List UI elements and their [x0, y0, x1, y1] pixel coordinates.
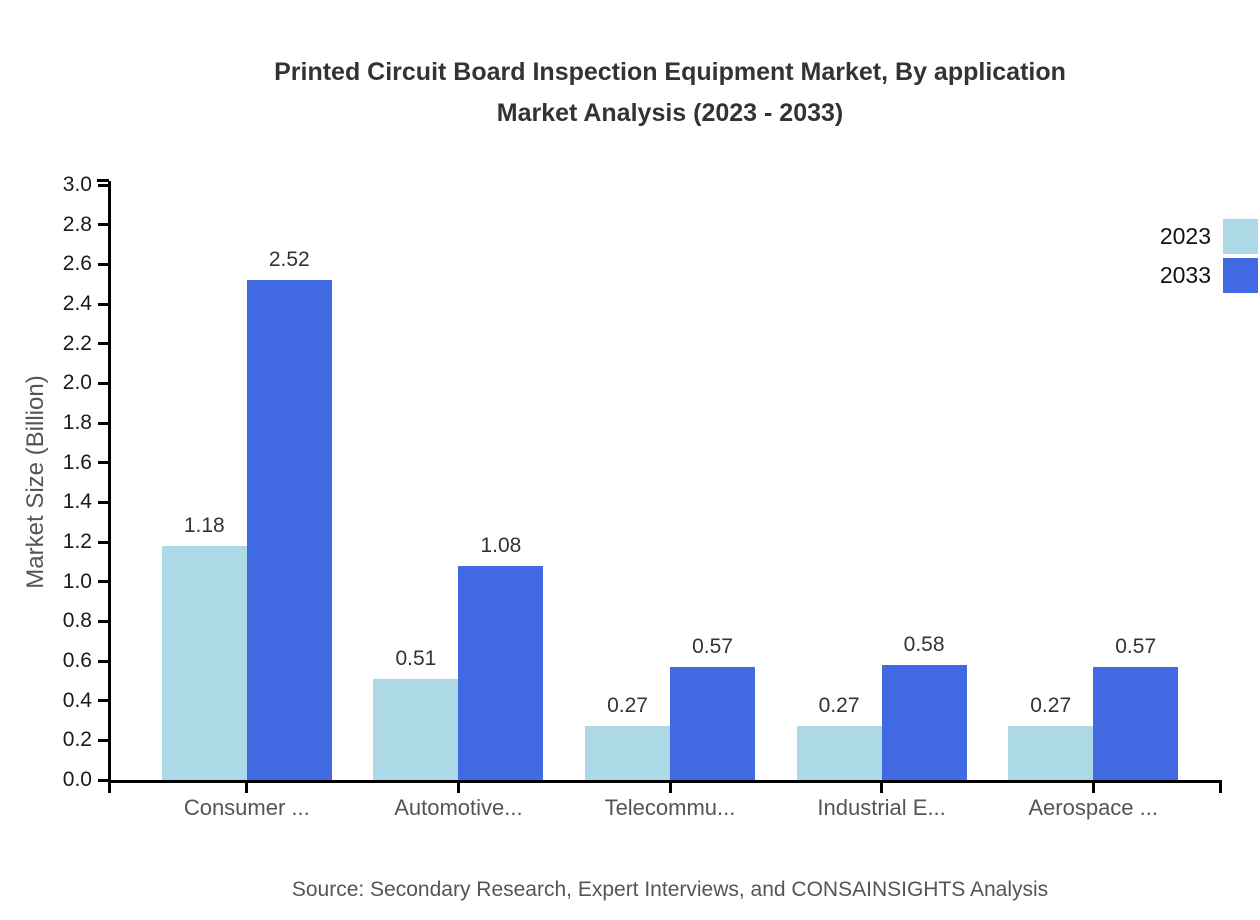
- bar-value-label: 0.51: [395, 646, 437, 670]
- y-axis-tick: [98, 738, 110, 742]
- y-axis-tick: [98, 659, 110, 663]
- bar-2023-1: [161, 545, 247, 780]
- x-axis-tick: [1091, 780, 1095, 793]
- y-axis-tick: [98, 183, 110, 187]
- y-axis-tick: [98, 262, 110, 266]
- y-axis-tick: [98, 421, 110, 425]
- y-axis-spine: [108, 181, 111, 793]
- x-axis-spine: [108, 780, 1222, 783]
- bar-value-label: 0.57: [692, 634, 733, 658]
- y-axis-tick-label: 2.4: [62, 292, 92, 315]
- category-label: Consumer ...: [183, 795, 310, 820]
- y-axis-tick-label: 0.8: [62, 609, 92, 633]
- y-axis-tick-label: 0.0: [62, 768, 92, 791]
- x-axis-tick: [880, 780, 884, 793]
- y-axis-tick: [98, 223, 110, 227]
- bar-2023-3: [585, 726, 670, 780]
- bar-2023-2: [373, 678, 459, 780]
- bar-value-label: 1.08: [480, 533, 522, 557]
- bar-value-label: 0.27: [1030, 694, 1072, 718]
- category-label: Automotive...: [394, 795, 523, 820]
- category-label: Aerospace ...: [1028, 795, 1158, 820]
- bar-value-label: 2.52: [268, 248, 310, 272]
- y-axis-tick-label: 0.6: [62, 649, 92, 672]
- y-axis-title: Market Size (Billion): [22, 375, 49, 589]
- legend-swatch: [1223, 219, 1258, 254]
- y-axis-end-cap: [97, 179, 109, 182]
- y-axis-tick: [98, 580, 110, 584]
- y-axis-tick: [98, 302, 110, 306]
- y-axis-tick-label: 1.6: [62, 450, 92, 474]
- y-axis-tick-label: 3.0: [62, 173, 92, 196]
- chart-title-line1: Printed Circuit Board Inspection Equipme…: [274, 58, 1066, 86]
- bar-2023-5: [1008, 726, 1094, 780]
- category-label: Industrial E...: [817, 795, 946, 820]
- bar-value-label: 0.27: [818, 694, 860, 718]
- legend-label: 2033: [1159, 262, 1211, 288]
- x-axis-tick: [456, 780, 460, 793]
- y-axis-tick-label: 1.2: [62, 530, 92, 553]
- y-axis-tick-label: 2.6: [62, 252, 92, 276]
- bar-2033-4: [881, 664, 967, 780]
- y-axis-tick-label: 2.0: [62, 371, 92, 395]
- x-axis-tick: [245, 780, 249, 793]
- x-axis-end-tick: [1219, 780, 1222, 793]
- bar-2033-2: [458, 565, 544, 780]
- y-axis-tick: [98, 619, 110, 623]
- source-note: Source: Secondary Research, Expert Inter…: [291, 878, 1049, 901]
- legend-swatch: [1223, 258, 1258, 293]
- x-axis-tick: [668, 780, 672, 793]
- bar-value-label: 0.57: [1115, 634, 1157, 658]
- category-label: Telecommu...: [604, 795, 736, 820]
- y-axis-tick: [98, 461, 110, 465]
- legend: 2023 2033: [1160, 219, 1258, 293]
- y-axis-tick-label: 2.2: [62, 331, 92, 355]
- bar-value-label: 1.18: [183, 513, 225, 537]
- bar-2033-5: [1093, 666, 1179, 780]
- y-axis-tick-label: 2.8: [62, 212, 92, 236]
- bar-2033-3: [670, 666, 755, 780]
- y-axis-tick-label: 1.0: [62, 569, 92, 593]
- y-axis-tick-label: 1.4: [62, 490, 92, 514]
- legend-item-2033: 2033: [1160, 258, 1258, 293]
- legend-item-2023: 2023: [1160, 219, 1258, 254]
- y-axis-tick: [98, 540, 110, 544]
- y-axis-tick: [98, 381, 110, 385]
- y-axis-tick-label: 0.4: [62, 688, 92, 712]
- y-axis-tick: [98, 778, 110, 782]
- y-axis-tick: [98, 342, 110, 346]
- y-axis-tick: [98, 500, 110, 504]
- y-axis-tick-label: 1.8: [62, 411, 92, 434]
- bar-2033-1: [246, 280, 332, 780]
- y-axis-tick-label: 0.2: [62, 728, 92, 752]
- chart-title-line2: Market Analysis (2023 - 2033): [496, 99, 844, 127]
- legend-label: 2023: [1159, 223, 1211, 249]
- bar-value-label: 0.58: [903, 632, 945, 656]
- bar-value-label: 0.27: [607, 694, 648, 718]
- y-axis-tick: [98, 699, 110, 703]
- chart-title: Printed Circuit Board Inspection Equipme…: [80, 52, 1260, 134]
- bar-2023-4: [796, 726, 882, 780]
